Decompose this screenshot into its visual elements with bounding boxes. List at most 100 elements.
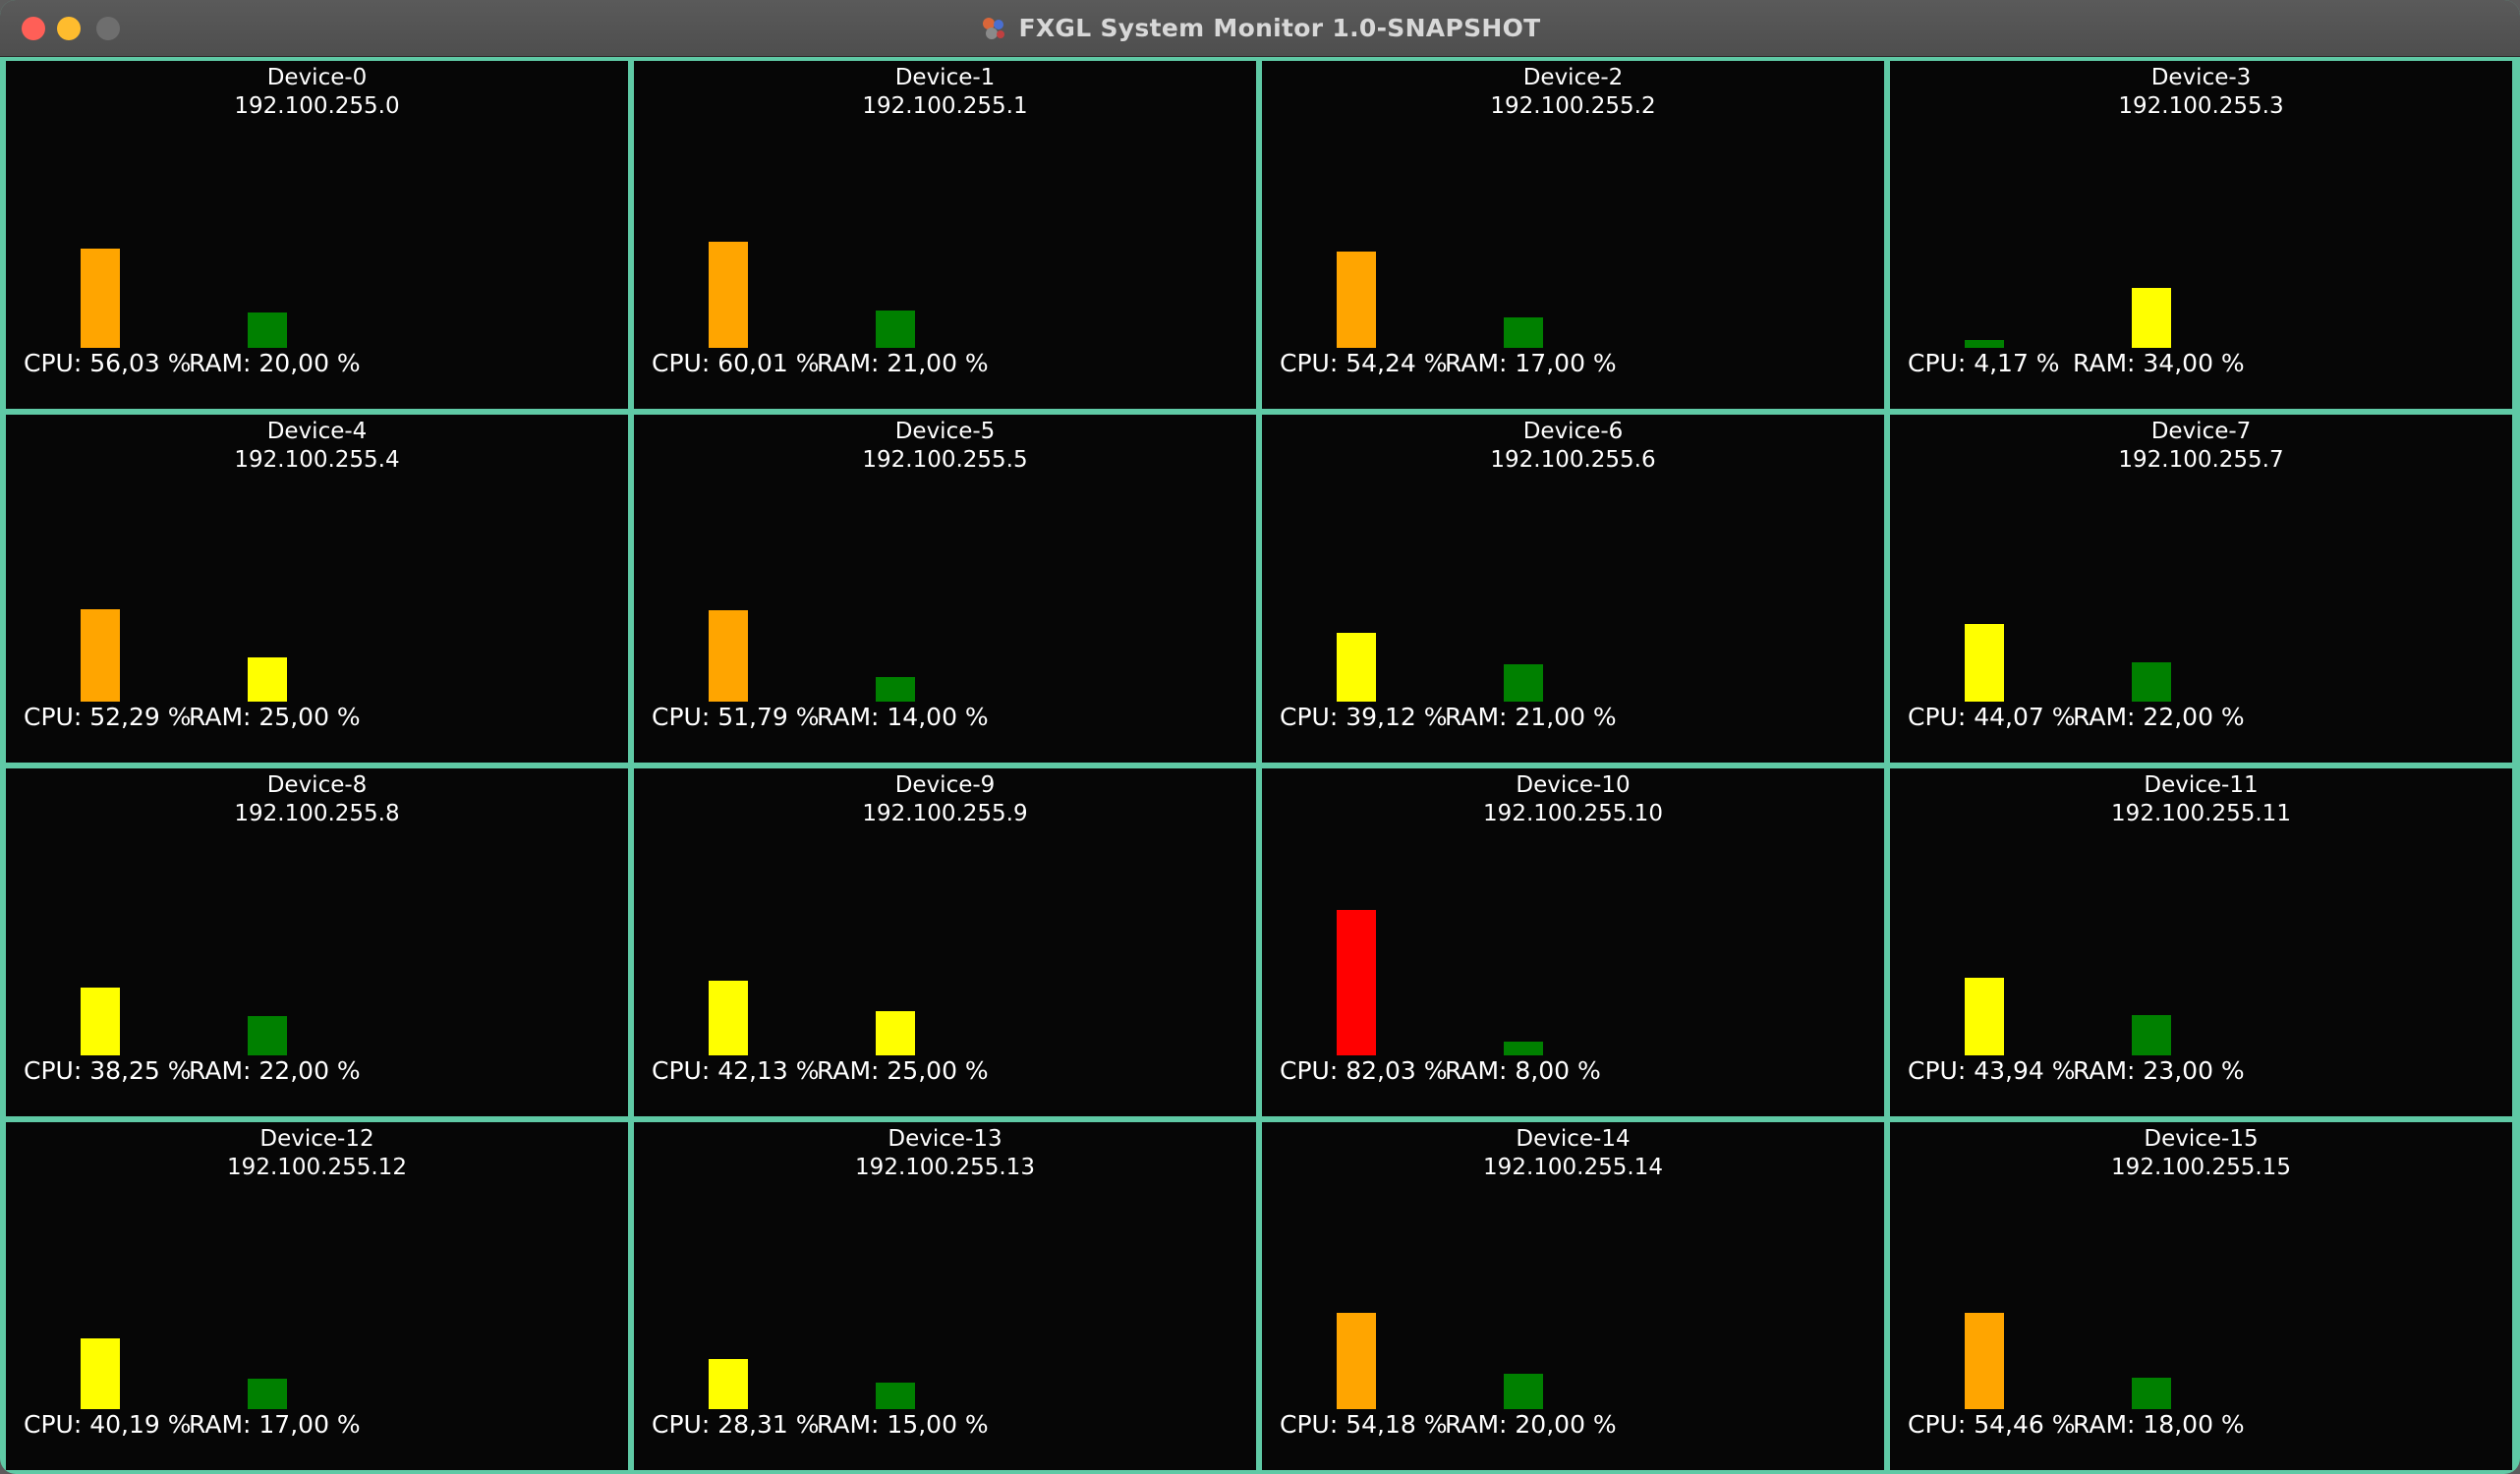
device-name: Device-0 (266, 65, 368, 90)
cpu-label: CPU: 82,03 % (1280, 1056, 1448, 1085)
device-name: Device-4 (266, 419, 368, 444)
ram-bar (1504, 317, 1543, 348)
ram-label: RAM: 23,00 % (2073, 1056, 2245, 1085)
ram-label: RAM: 22,00 % (189, 1056, 361, 1085)
close-window-button[interactable] (22, 17, 45, 40)
device-tile: Device-0 192.100.255.0 CPU: 56,03 % RAM: 20… (6, 61, 628, 409)
ram-bar (876, 311, 915, 348)
device-ip: 192.100.255.4 (234, 447, 400, 473)
cpu-label: CPU: 38,25 % (24, 1056, 192, 1085)
device-name: Device-7 (2150, 419, 2252, 444)
cpu-label: CPU: 4,17 % (1908, 349, 2060, 377)
device-name: Device-12 (259, 1126, 374, 1152)
cpu-bar (709, 610, 748, 702)
cpu-bar (709, 242, 748, 348)
cpu-bar (1965, 978, 2004, 1055)
device-tile: Device-3 192.100.255.3 CPU: 4,17 % RAM: 34,… (1890, 61, 2512, 409)
ram-label: RAM: 20,00 % (189, 349, 361, 377)
cpu-label: CPU: 44,07 % (1908, 703, 2076, 731)
ram-label: RAM: 17,00 % (1445, 349, 1617, 377)
ram-label: RAM: 34,00 % (2073, 349, 2245, 377)
cpu-label: CPU: 60,01 % (652, 349, 820, 377)
device-ip: 192.100.255.11 (2111, 801, 2291, 826)
cpu-bar (1965, 624, 2004, 702)
cpu-bar (81, 988, 120, 1055)
cpu-label: CPU: 43,94 % (1908, 1056, 2076, 1085)
ram-label: RAM: 8,00 % (1445, 1056, 1601, 1085)
device-name: Device-3 (2150, 65, 2252, 90)
device-name: Device-6 (1522, 419, 1624, 444)
title-bar: FXGL System Monitor 1.0-SNAPSHOT (0, 0, 2520, 57)
cpu-bar (1337, 633, 1376, 702)
cpu-bar (81, 609, 120, 702)
ram-label: RAM: 22,00 % (2073, 703, 2245, 731)
ram-bar (248, 312, 287, 348)
device-tile: Device-14 192.100.255.14 CPU: 54,18 % RAM: … (1262, 1122, 1884, 1470)
device-ip: 192.100.255.8 (234, 801, 400, 826)
ram-label: RAM: 21,00 % (1445, 703, 1617, 731)
cpu-label: CPU: 42,13 % (652, 1056, 820, 1085)
device-tile: Device-12 192.100.255.12 CPU: 40,19 % RAM: … (6, 1122, 628, 1470)
ram-label: RAM: 18,00 % (2073, 1410, 2245, 1439)
minimize-window-button[interactable] (57, 17, 81, 40)
cpu-bar (1337, 252, 1376, 348)
ram-label: RAM: 25,00 % (817, 1056, 989, 1085)
device-ip: 192.100.255.12 (227, 1155, 407, 1180)
cpu-label: CPU: 28,31 % (652, 1410, 820, 1439)
device-ip: 192.100.255.1 (862, 93, 1028, 119)
cpu-label: CPU: 54,46 % (1908, 1410, 2076, 1439)
zoom-window-button[interactable] (96, 17, 120, 40)
device-name: Device-13 (888, 1126, 1002, 1152)
cpu-label: CPU: 56,03 % (24, 349, 192, 377)
device-name: Device-8 (266, 772, 368, 798)
device-ip: 192.100.255.5 (862, 447, 1028, 473)
device-grid: Device-0 192.100.255.0 CPU: 56,03 % RAM: 20… (0, 57, 2520, 1474)
device-tile: Device-15 192.100.255.15 CPU: 54,46 % RAM: … (1890, 1122, 2512, 1470)
device-ip: 192.100.255.13 (855, 1155, 1035, 1180)
cpu-label: CPU: 51,79 % (652, 703, 820, 731)
ram-label: RAM: 14,00 % (817, 703, 989, 731)
cpu-bar (709, 1359, 748, 1409)
device-ip: 192.100.255.10 (1483, 801, 1663, 826)
device-tile: Device-6 192.100.255.6 CPU: 39,12 % RAM: 21… (1262, 415, 1884, 763)
title-wrap: FXGL System Monitor 1.0-SNAPSHOT (0, 0, 2520, 56)
device-ip: 192.100.255.0 (234, 93, 400, 119)
device-name: Device-10 (1516, 772, 1631, 798)
cpu-bar (709, 981, 748, 1055)
cpu-label: CPU: 54,18 % (1280, 1410, 1448, 1439)
ram-bar (876, 1011, 915, 1055)
ram-bar (248, 657, 287, 702)
device-name: Device-15 (2144, 1126, 2259, 1152)
device-ip: 192.100.255.3 (2118, 93, 2284, 119)
device-tile: Device-9 192.100.255.9 CPU: 42,13 % RAM: 25… (634, 768, 1256, 1116)
device-tile: Device-5 192.100.255.5 CPU: 51,79 % RAM: 14… (634, 415, 1256, 763)
ram-bar (248, 1379, 287, 1409)
ram-label: RAM: 15,00 % (817, 1410, 989, 1439)
device-name: Device-9 (894, 772, 996, 798)
cpu-bar (81, 249, 120, 348)
device-tile: Device-4 192.100.255.4 CPU: 52,29 % RAM: 25… (6, 415, 628, 763)
device-ip: 192.100.255.2 (1490, 93, 1656, 119)
ram-bar (2132, 662, 2171, 702)
cpu-bar (1965, 340, 2004, 348)
ram-bar (876, 677, 915, 702)
ram-bar (1504, 664, 1543, 702)
cpu-bar (1337, 1313, 1376, 1409)
device-name: Device-14 (1516, 1126, 1631, 1152)
device-ip: 192.100.255.15 (2111, 1155, 2291, 1180)
device-tile: Device-7 192.100.255.7 CPU: 44,07 % RAM: 22… (1890, 415, 2512, 763)
device-tile: Device-11 192.100.255.11 CPU: 43,94 % RAM: … (1890, 768, 2512, 1116)
ram-label: RAM: 17,00 % (189, 1410, 361, 1439)
ram-label: RAM: 20,00 % (1445, 1410, 1617, 1439)
device-name: Device-11 (2144, 772, 2259, 798)
cpu-label: CPU: 40,19 % (24, 1410, 192, 1439)
ram-bar (2132, 1015, 2171, 1055)
device-tile: Device-10 192.100.255.10 CPU: 82,03 % RAM: … (1262, 768, 1884, 1116)
device-ip: 192.100.255.6 (1490, 447, 1656, 473)
ram-label: RAM: 21,00 % (817, 349, 989, 377)
ram-bar (2132, 288, 2171, 348)
device-tile: Device-2 192.100.255.2 CPU: 54,24 % RAM: 17… (1262, 61, 1884, 409)
cpu-bar (1337, 910, 1376, 1055)
device-ip: 192.100.255.9 (862, 801, 1028, 826)
cpu-label: CPU: 52,29 % (24, 703, 192, 731)
